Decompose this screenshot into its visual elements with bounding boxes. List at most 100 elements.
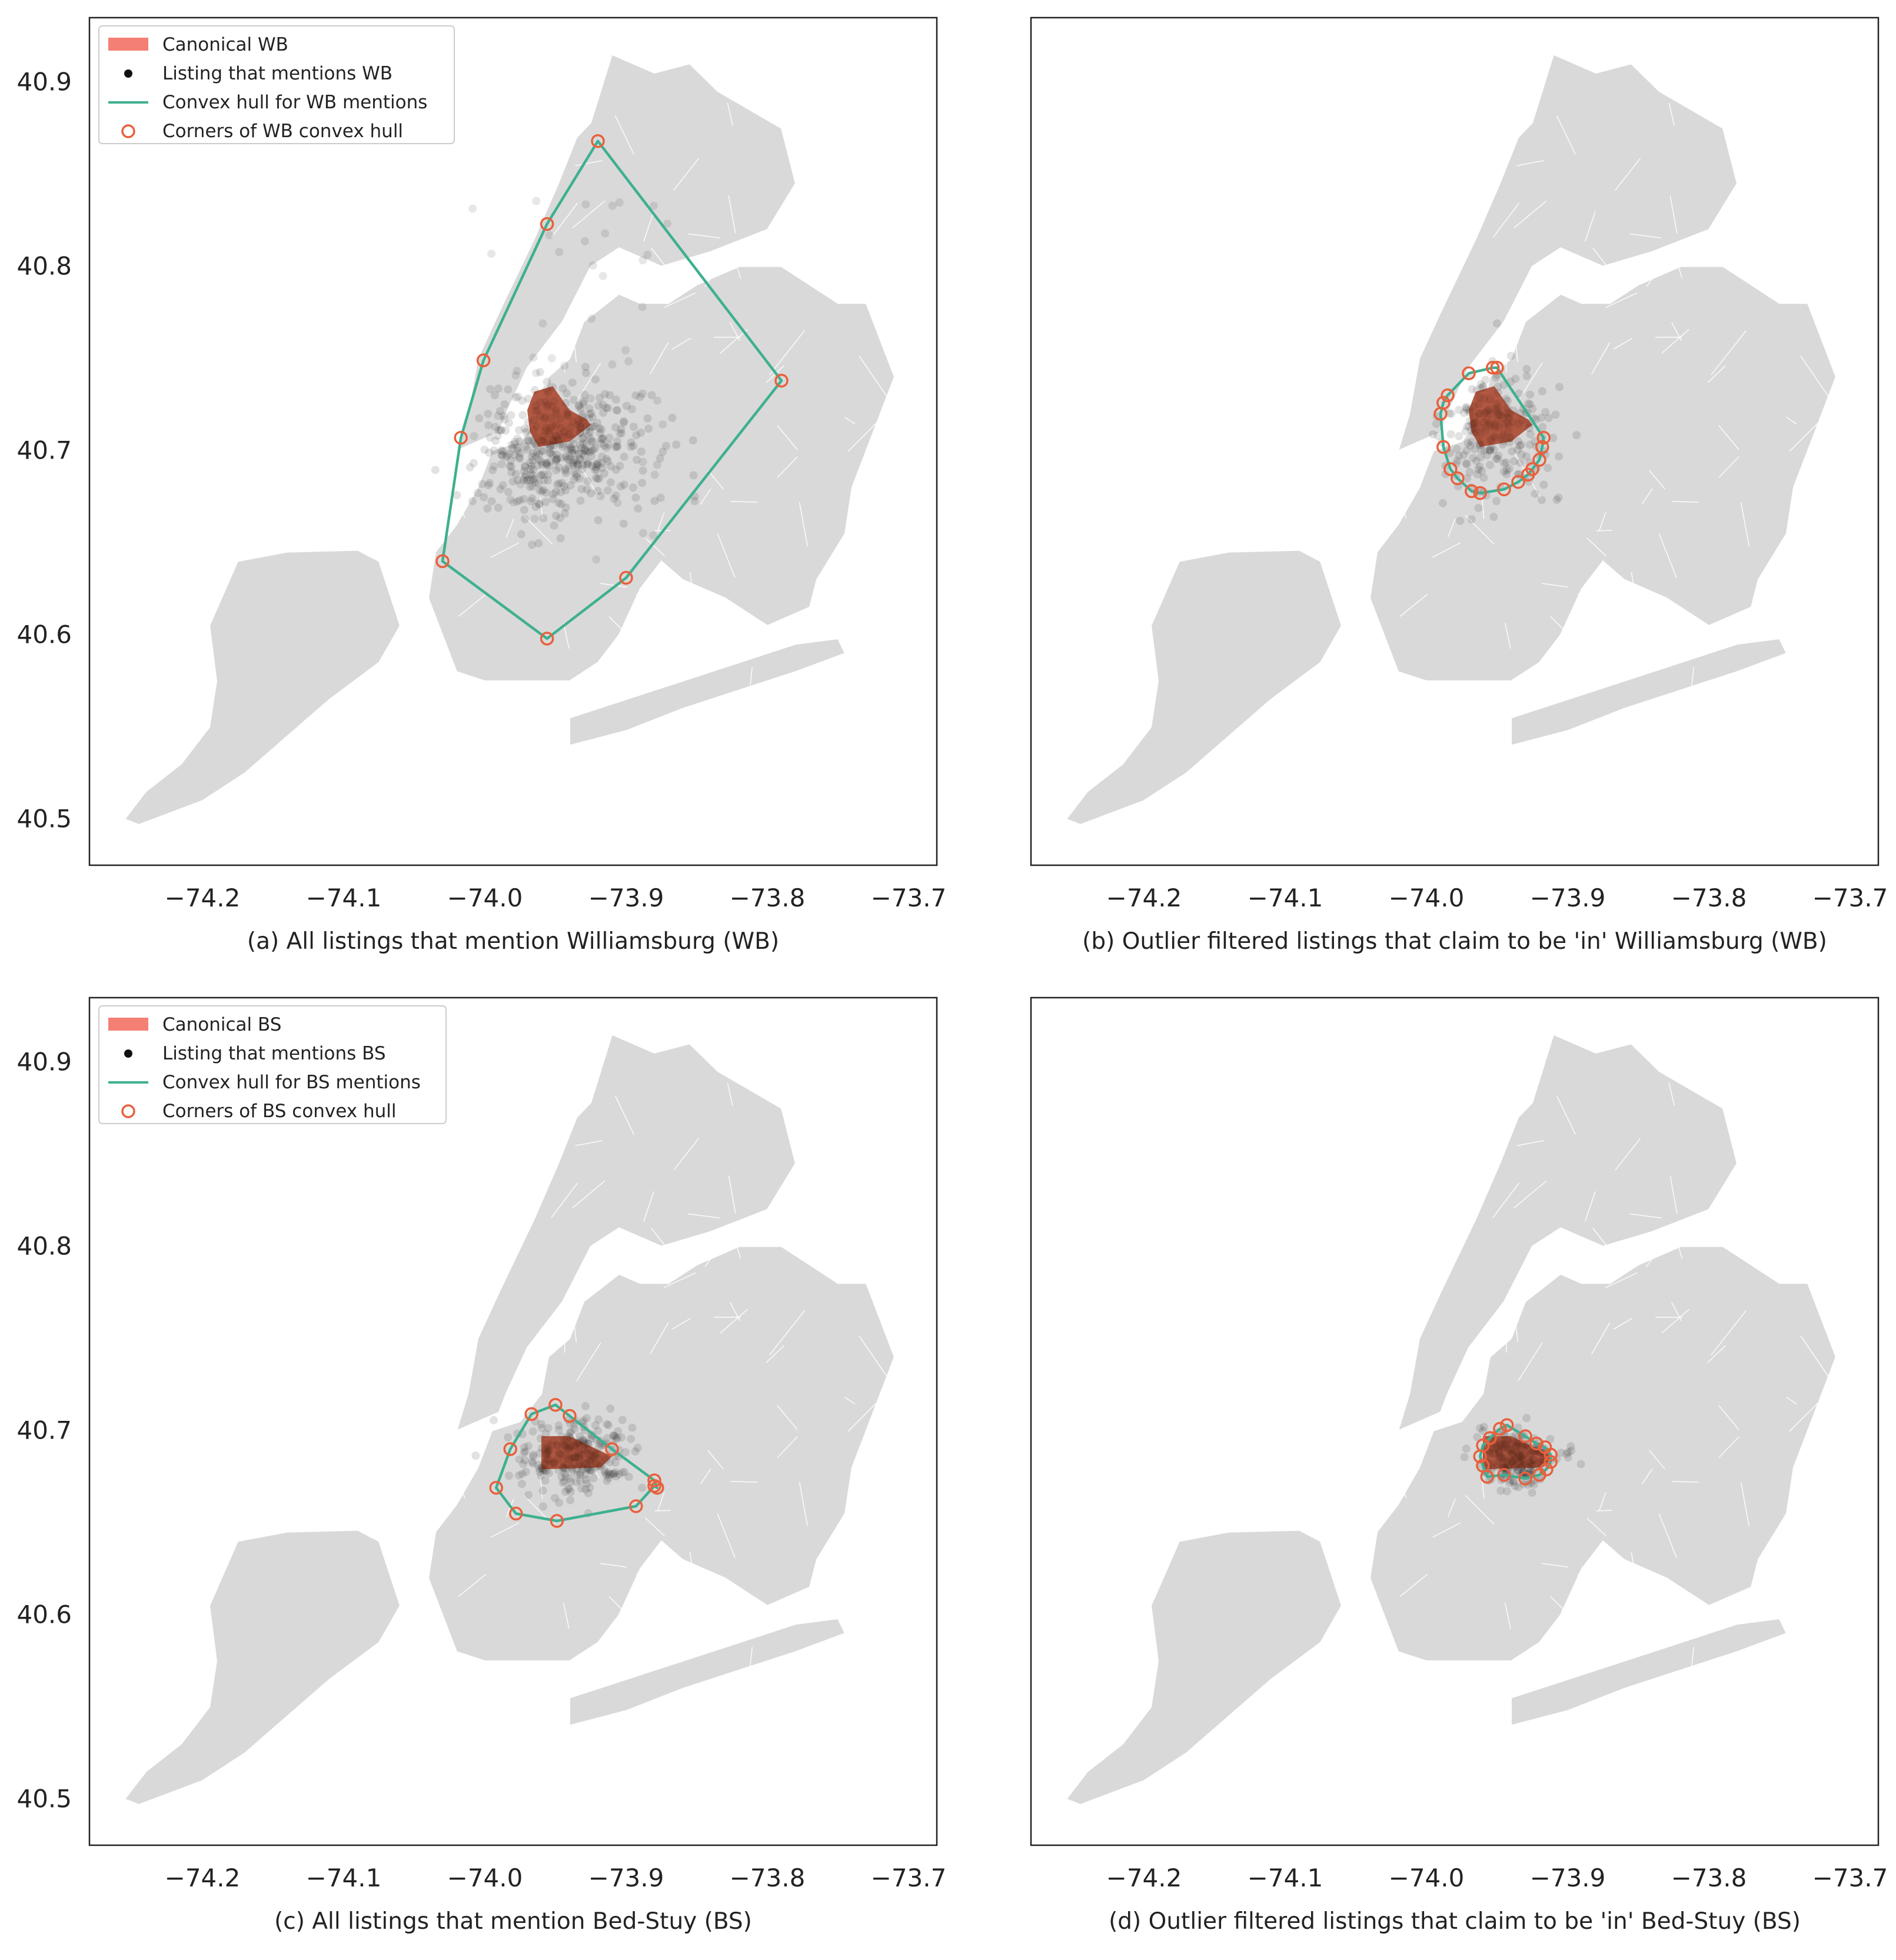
listing-point [579,439,588,448]
listing-point [1491,373,1500,382]
listing-point [558,479,567,487]
boundary-line [847,229,872,241]
listing-point [1514,446,1522,454]
panels: −74.2 −74.1 −74.0 −73.9 −73.8 −73.7 40.5 40.6 40… [16,16,1888,1935]
listing-point [557,500,566,509]
boundary-line [563,623,570,649]
listing-point [574,460,583,469]
y-tick-label: 40.7 [16,436,72,465]
listing-point [613,406,621,414]
listing-point [500,415,509,424]
boundary-line [799,1482,808,1526]
boundary-line [1789,1403,1818,1432]
listing-point [588,413,597,421]
listing-point [518,396,527,405]
listing-point [524,436,533,445]
legend-canonical: Canonical WB [162,34,288,55]
listing-point [582,439,591,448]
boundary-line [490,1522,520,1538]
listing-point [523,476,531,484]
listing-point [610,1431,618,1440]
listing-point [1463,422,1472,431]
listing-point [1482,451,1491,460]
listing-point [586,448,594,457]
plot-area [1065,54,1837,826]
listing-point [521,1467,530,1476]
listing-point [580,444,589,453]
listing-point [601,229,610,238]
boundary-line [1432,542,1461,558]
listing-point [485,385,494,394]
hull-corner [540,217,554,231]
y-tick-label: 40.9 [16,1048,72,1077]
listing-point [568,378,577,387]
boundary-line [611,657,617,693]
plot-area [1065,1034,1837,1806]
listing-point [543,377,551,386]
listing-point [520,515,529,524]
boundary-line [691,646,699,656]
listing-point [614,1427,623,1436]
boundary-line [1675,258,1683,279]
legend-hull: Convex hull for WB mentions [162,92,427,113]
listing-point [524,436,533,445]
boundary-line [1569,1645,1581,1657]
boundary-line [1771,1560,1778,1563]
listing-point [638,529,647,537]
listing-point [604,1421,613,1430]
boundary-line [1711,330,1747,376]
listing-point [1475,462,1484,471]
listing-point [534,499,543,508]
listing-point [540,470,548,479]
listing-point [547,354,556,363]
listing-point [658,447,667,456]
boundary-line [830,1168,845,1201]
canonical-overlap [1483,1436,1554,1470]
x-tick-label: −74.2 [165,883,241,912]
boundary-line [1718,425,1739,450]
listing-point [592,466,601,474]
listing-point [576,496,585,505]
boundary-line [730,1481,758,1483]
listing-point [535,456,544,464]
listing-point [602,454,611,463]
boundary-line [1786,417,1797,425]
listing-point [576,1476,585,1485]
boundary-line [1465,515,1495,545]
boundary-line [747,667,753,709]
boundary-line [1718,1405,1739,1430]
listing-point [484,410,493,418]
listing-point [563,389,571,398]
boundary-line [1587,592,1607,602]
listing-point [551,457,560,466]
listing-point [1467,515,1476,524]
panel-caption: (a) All listings that mention Williamsbu… [247,928,779,955]
boundary-line [859,1336,890,1380]
boundary-line [1550,1596,1581,1627]
boundary-line [1516,1268,1522,1283]
axes-frame [1030,996,1880,1846]
listing-point [518,411,527,420]
listing-point [1438,499,1447,507]
boundary-line [689,1552,694,1574]
listing-point [1469,454,1478,463]
listing-point [1576,1460,1585,1469]
listing-point [533,448,541,457]
listing-point [573,472,581,481]
boundary-line [1668,1082,1675,1106]
boundary-line [1504,623,1511,649]
listing-point [656,454,664,463]
boundary-line [663,1272,696,1288]
listing-point [546,449,555,458]
boundary-line [1518,1343,1543,1381]
listing-point [600,441,609,450]
boundary-line [1613,1317,1633,1330]
x-tick-label: −73.8 [730,883,806,912]
listing-point [1493,454,1502,463]
listing-point [1572,431,1581,440]
listing-point [541,1430,550,1439]
listing-point [586,428,594,437]
listing-point [1511,374,1520,383]
boundary-line [654,1510,671,1511]
boundary-line [1605,292,1638,308]
